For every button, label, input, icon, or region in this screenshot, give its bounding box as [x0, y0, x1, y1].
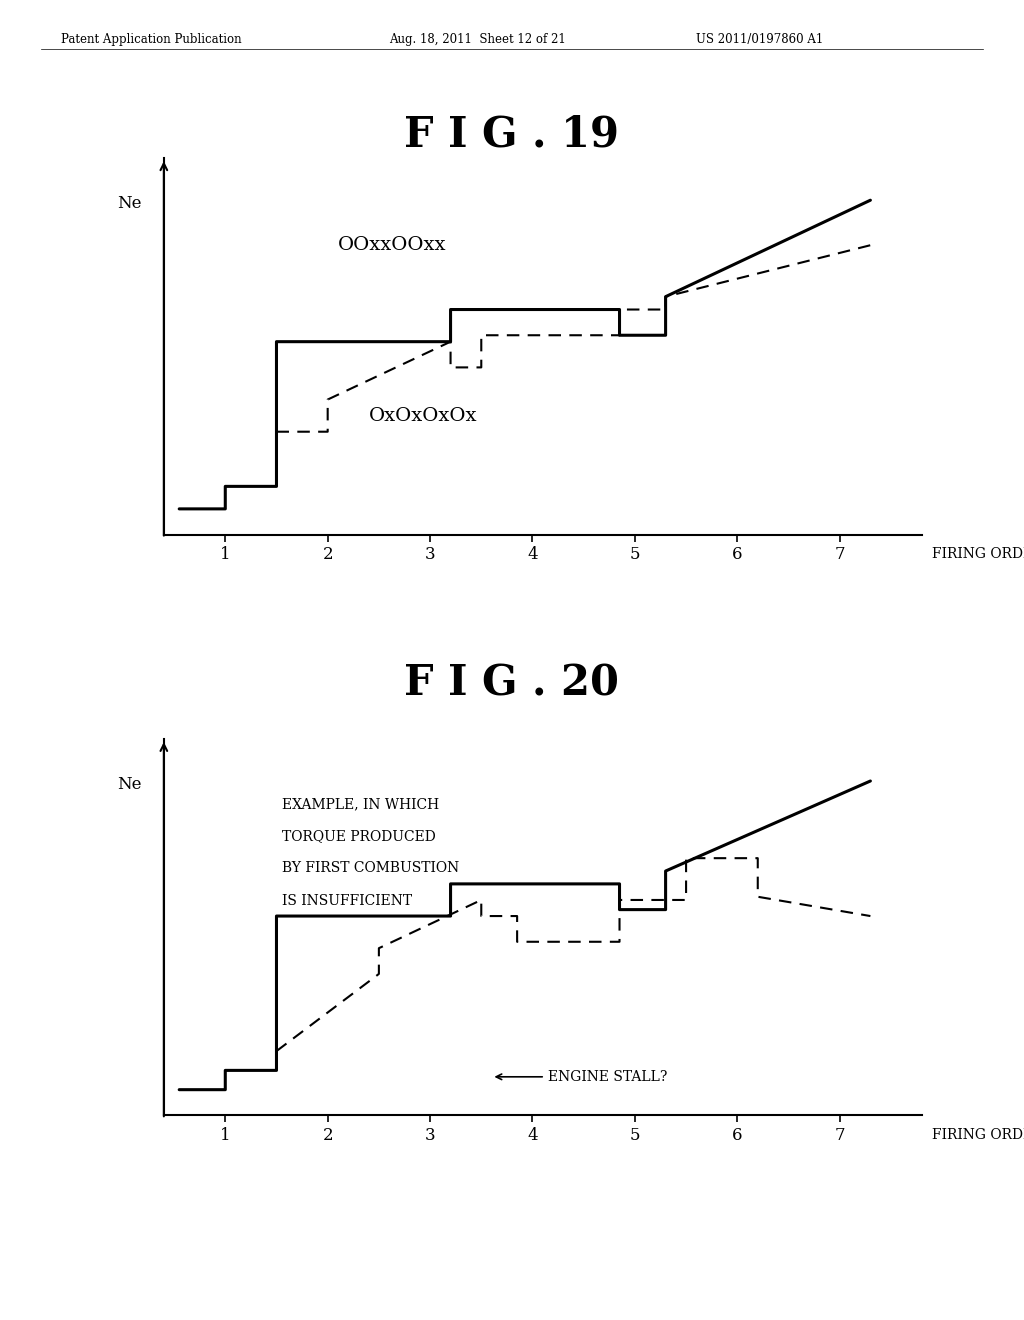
Text: Aug. 18, 2011  Sheet 12 of 21: Aug. 18, 2011 Sheet 12 of 21	[389, 33, 566, 46]
Text: OOxxOOxx: OOxxOOxx	[338, 236, 446, 255]
Text: IS INSUFFICIENT: IS INSUFFICIENT	[282, 894, 412, 908]
Text: ENGINE STALL?: ENGINE STALL?	[497, 1069, 668, 1084]
Text: EXAMPLE, IN WHICH: EXAMPLE, IN WHICH	[282, 797, 438, 810]
Text: OxOxOxOx: OxOxOxOx	[369, 407, 477, 425]
Text: FIRING ORDER: FIRING ORDER	[932, 1127, 1024, 1142]
Text: Ne: Ne	[118, 195, 142, 213]
Text: F I G . 19: F I G . 19	[404, 114, 620, 156]
Text: Ne: Ne	[118, 776, 142, 793]
Text: FIRING ORDER: FIRING ORDER	[932, 546, 1024, 561]
Text: TORQUE PRODUCED: TORQUE PRODUCED	[282, 829, 435, 843]
Text: US 2011/0197860 A1: US 2011/0197860 A1	[696, 33, 823, 46]
Text: Patent Application Publication: Patent Application Publication	[61, 33, 242, 46]
Text: BY FIRST COMBUSTION: BY FIRST COMBUSTION	[282, 862, 459, 875]
Text: F I G . 20: F I G . 20	[404, 663, 620, 705]
